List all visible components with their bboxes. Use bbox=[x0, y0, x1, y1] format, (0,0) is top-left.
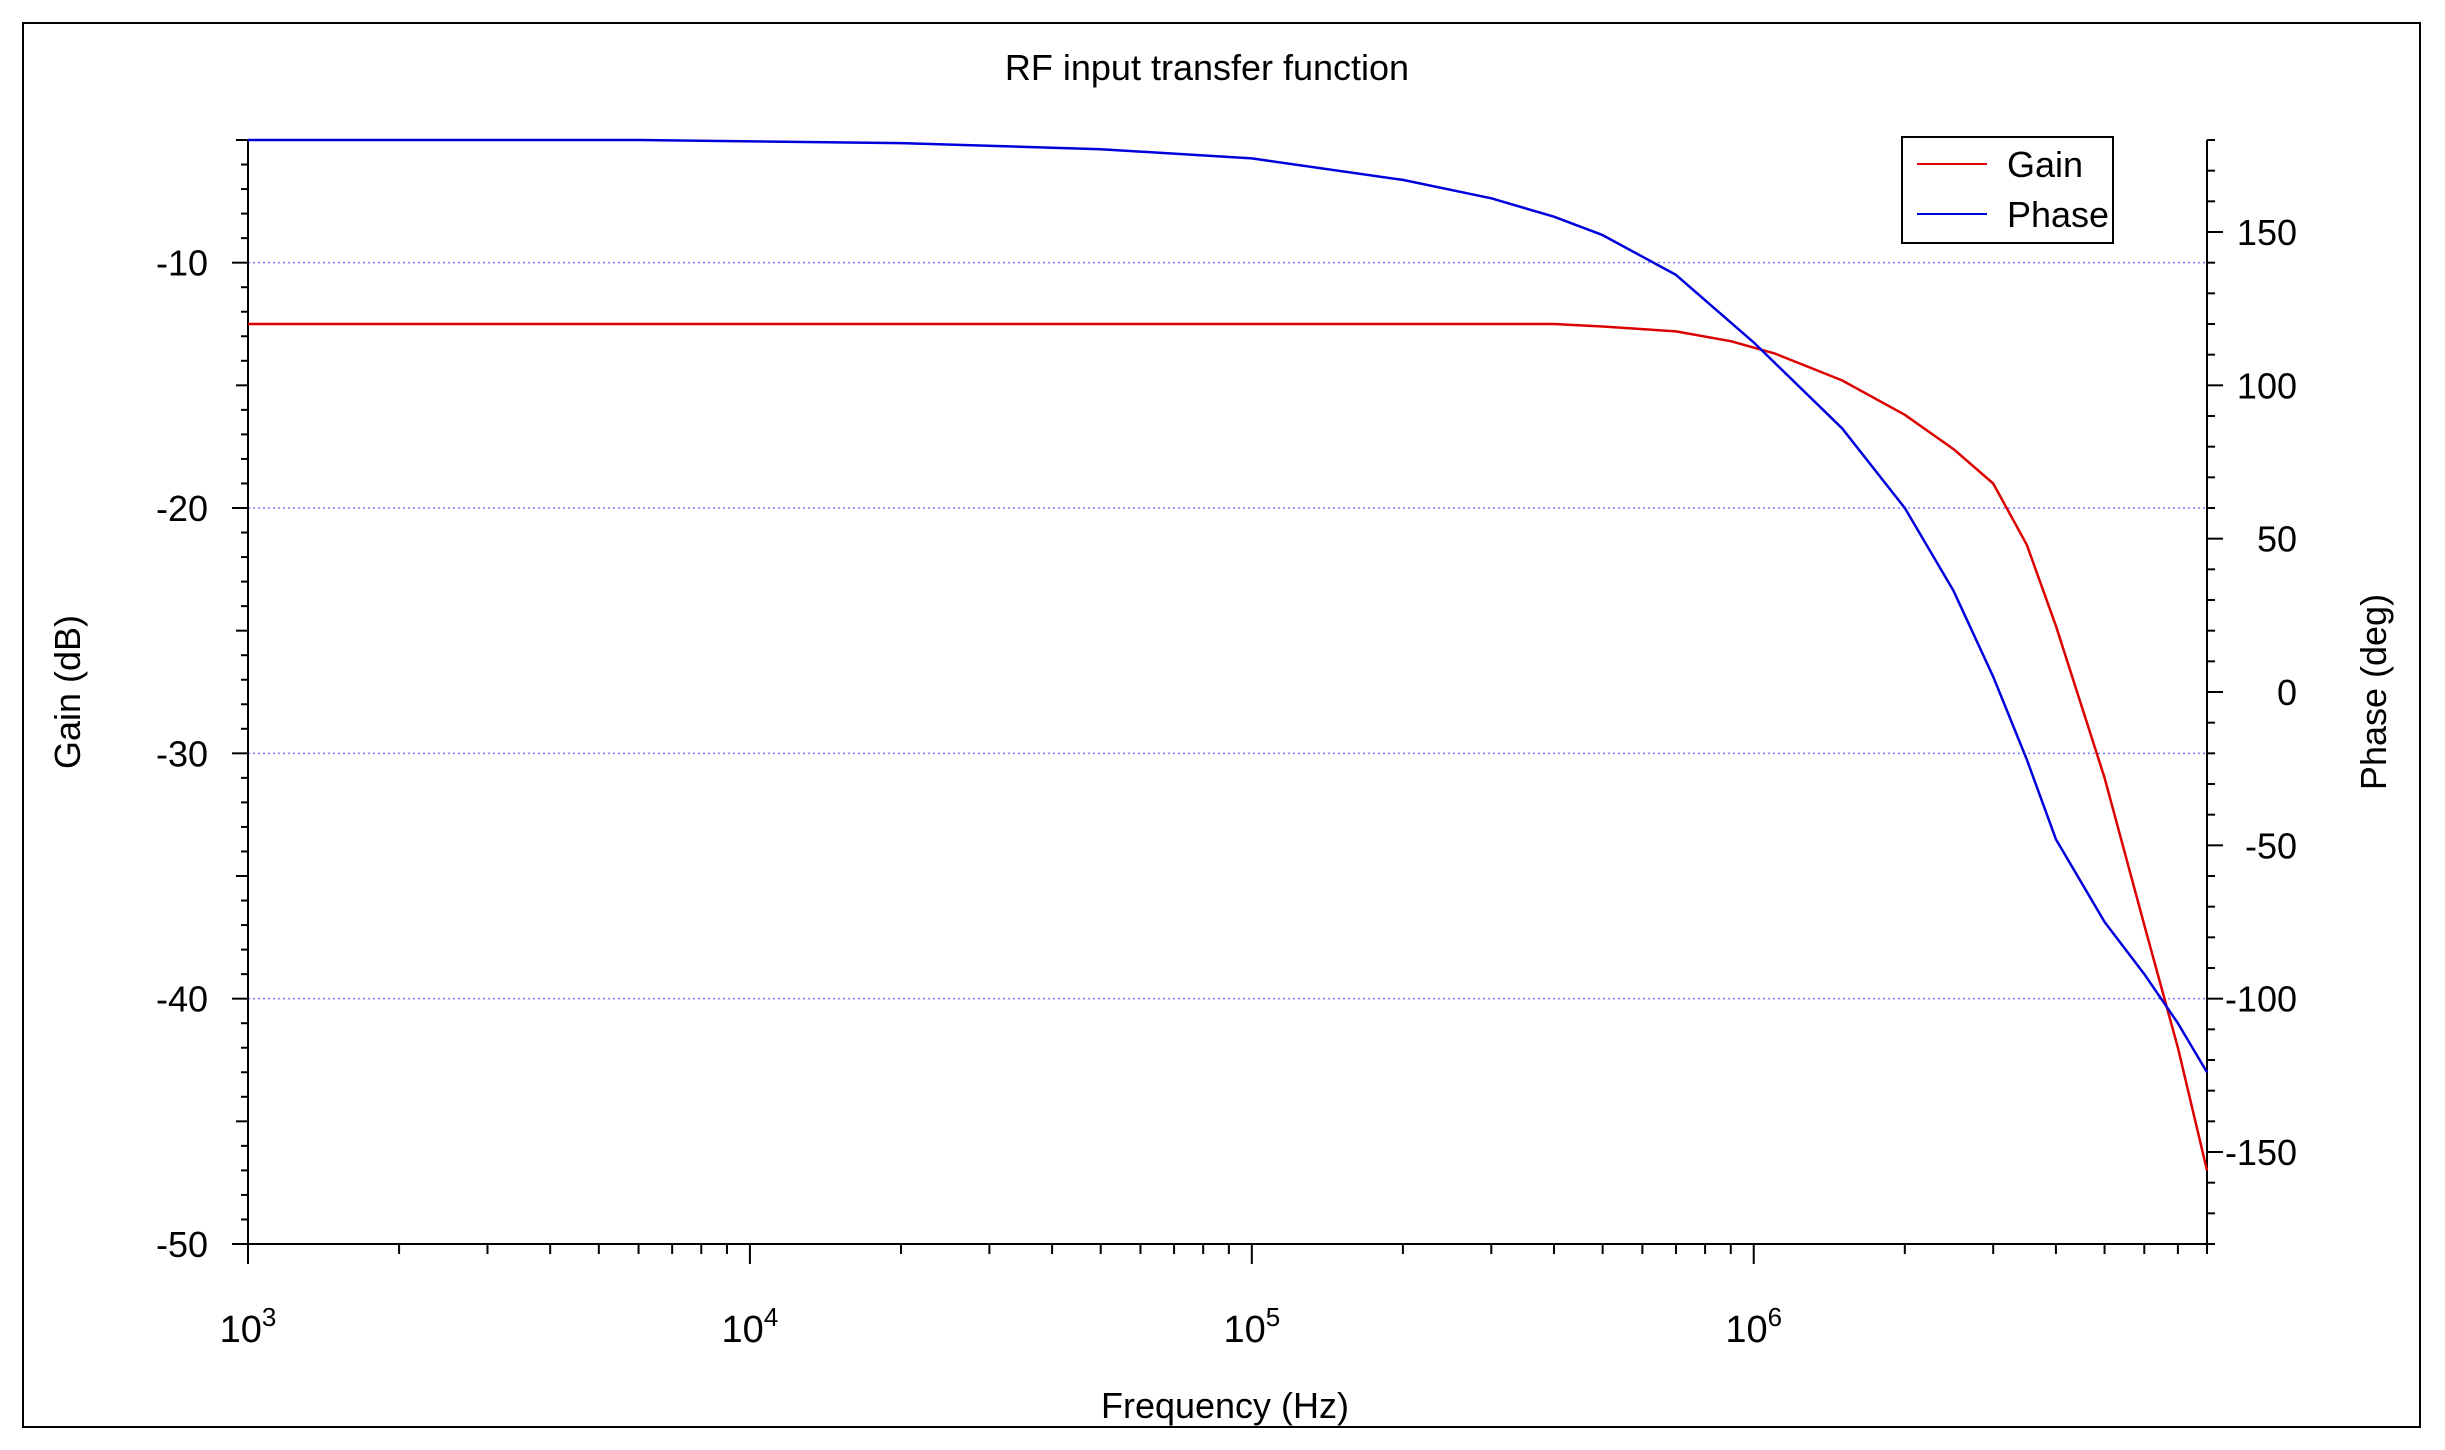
right-axis-ticks: 150 100 50 0 -50 -100 -150 bbox=[2207, 139, 2297, 1245]
y-tick-label: -10 bbox=[156, 243, 208, 284]
y2-tick-label: -100 bbox=[2225, 979, 2297, 1020]
y2-tick-label: -50 bbox=[2245, 825, 2297, 866]
legend-box bbox=[1901, 136, 2114, 244]
y2-tick-label: -150 bbox=[2225, 1132, 2297, 1173]
series-line-phase bbox=[248, 138, 2209, 1073]
x-tick-label: 105 bbox=[1223, 1302, 1280, 1351]
y-tick-label: -40 bbox=[156, 979, 208, 1020]
x-tick-label: 106 bbox=[1725, 1302, 1782, 1351]
y2-tick-label: 0 bbox=[2277, 672, 2297, 713]
y-tick-label: -50 bbox=[156, 1224, 208, 1265]
y2-tick-label: 100 bbox=[2237, 365, 2297, 406]
legend-label-gain: Gain bbox=[2007, 144, 2083, 185]
left-axis-ticks: -10 -20 -30 -40 -50 bbox=[156, 139, 248, 1265]
y2-tick-label: 150 bbox=[2237, 212, 2297, 253]
x-axis-title: Frequency (Hz) bbox=[1101, 1385, 1349, 1426]
gridlines bbox=[248, 261, 2207, 1000]
x-axis-ticks: 103 104 105 106 bbox=[220, 1244, 2208, 1351]
series-line-gain bbox=[248, 322, 2209, 1171]
chart-frame bbox=[22, 22, 2421, 1428]
x-tick-label: 103 bbox=[220, 1302, 277, 1351]
y2-tick-label: 50 bbox=[2257, 519, 2297, 560]
legend-label-phase: Phase bbox=[2007, 194, 2109, 235]
y-tick-label: -20 bbox=[156, 488, 208, 529]
series-layer bbox=[248, 138, 2209, 1171]
axes bbox=[247, 140, 2208, 1245]
y2-axis-title: Phase (deg) bbox=[2353, 594, 2394, 790]
y-tick-label: -30 bbox=[156, 733, 208, 774]
x-tick-label: 104 bbox=[722, 1302, 779, 1351]
y-axis-title: Gain (dB) bbox=[47, 615, 88, 769]
chart-title: RF input transfer function bbox=[1005, 47, 1409, 88]
legend: Gain Phase bbox=[1901, 136, 2114, 244]
